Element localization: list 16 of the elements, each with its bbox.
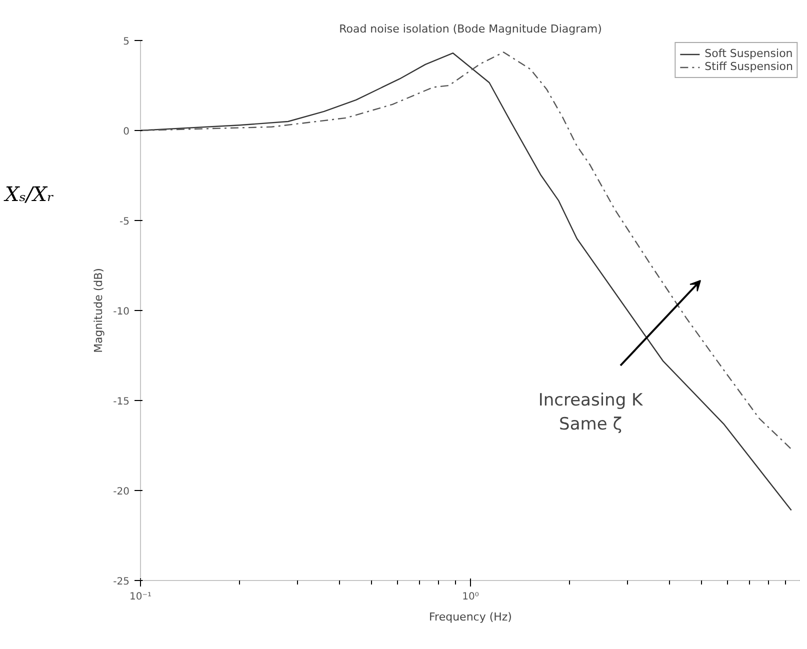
x-tick-label: 10⁻¹: [129, 592, 152, 602]
legend-label: Soft Suspension: [704, 47, 793, 60]
y-axis-title: Magnitude (dB): [92, 268, 106, 353]
x-axis-title: Frequency (Hz): [429, 610, 512, 624]
y-tick-label: -20: [113, 486, 130, 498]
y-tick-label: 0: [123, 126, 130, 138]
annotation: Increasing K Same ζ: [538, 390, 644, 434]
y-tick-label: 5: [123, 36, 130, 48]
text: Xₛ/Xᵣ: [5, 181, 54, 208]
legend-label: Stiff Suspension: [704, 60, 793, 73]
y-tick-label: -10: [113, 306, 130, 318]
y-tick-label: -25: [113, 576, 130, 588]
y-tick-label: -5: [120, 216, 130, 228]
x-tick-label: 10⁰: [462, 592, 479, 602]
y-tick-label: -15: [113, 396, 130, 408]
chart-title: Road noise isolation (Bode Magnitude Diagram): [339, 22, 602, 36]
